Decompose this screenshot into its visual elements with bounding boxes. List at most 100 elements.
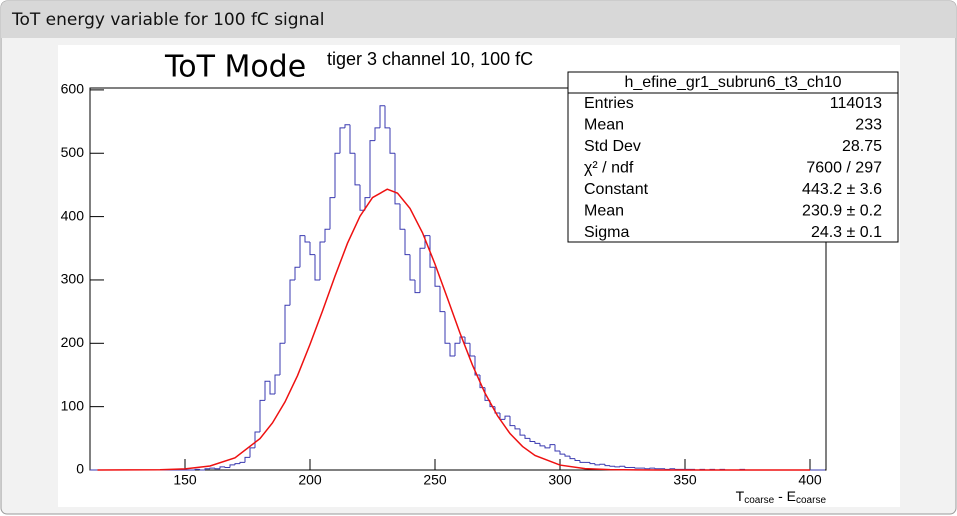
x-tick-label: 200: [298, 472, 322, 488]
histogram-bin: [534, 441, 540, 444]
histogram-bin: [459, 336, 465, 344]
histogram-bin: [529, 438, 535, 442]
histogram-bin: [419, 247, 425, 293]
histogram-bin: [424, 235, 430, 249]
stats-value: 24.3 ± 0.1: [811, 224, 882, 241]
histogram-bin: [304, 235, 310, 243]
x-label-part: coarse: [796, 495, 826, 506]
histogram-bin: [494, 406, 500, 414]
stats-value: 114013: [830, 95, 882, 112]
histogram-bin: [579, 460, 585, 463]
histogram-bin: [444, 311, 450, 344]
x-label-part: coarse: [744, 495, 774, 506]
histogram-bin: [374, 127, 380, 141]
histogram-bin: [224, 466, 230, 468]
histogram-bin: [554, 444, 560, 452]
histogram-bin: [559, 450, 565, 455]
y-tick-label: 600: [61, 81, 85, 97]
histogram-bin: [414, 279, 420, 294]
stats-label: Constant: [584, 181, 649, 198]
chart-title: ToT Mode: [164, 50, 306, 85]
histogram-bin: [429, 235, 435, 268]
fit-curve: [97, 188, 811, 471]
stats-box: [567, 71, 899, 243]
histogram-bin: [214, 468, 220, 470]
histogram-bin: [274, 374, 280, 394]
stats-label: Mean: [584, 203, 624, 220]
stats-value: 7600 / 297: [806, 160, 882, 177]
y-tick-label: 200: [61, 334, 85, 350]
histogram-bin: [394, 153, 400, 205]
stats-value: 443.2 ± 3.6: [802, 181, 882, 198]
histogram-bin: [669, 468, 675, 470]
histogram-bin: [369, 140, 375, 198]
stats-label: Std Dev: [584, 138, 641, 155]
histogram-bin: [474, 355, 480, 376]
y-tick-label: 500: [61, 144, 85, 160]
stats-label: χ² / ndf: [584, 160, 634, 177]
histogram-bin: [239, 461, 245, 464]
histogram-bin: [349, 124, 355, 154]
histogram-bin: [209, 467, 215, 469]
histogram-bin: [469, 343, 475, 357]
histogram-bin: [434, 267, 440, 287]
x-tick-label: 250: [423, 472, 447, 488]
histogram-bin: [599, 463, 605, 465]
stats-value: 28.75: [842, 138, 882, 155]
histogram-bin: [619, 465, 625, 467]
histogram-bin: [204, 468, 210, 470]
histogram-bin: [399, 203, 405, 230]
y-tick-label: 300: [61, 271, 85, 287]
x-tick-label: 150: [173, 472, 197, 488]
histogram-bin: [354, 153, 360, 186]
histogram-bin: [344, 124, 350, 128]
histogram-bin: [259, 399, 265, 432]
histogram-bin: [289, 279, 295, 306]
histogram-bin: [339, 127, 345, 154]
histogram-bin: [449, 343, 455, 357]
histogram-bin: [234, 463, 240, 465]
stats-value: 233: [855, 117, 882, 134]
x-axis-label: Tcoarse - Ecoarse: [736, 488, 827, 506]
histogram-bin: [594, 463, 600, 466]
chart-subtitle: tiger 3 channel 10, 100 fC: [327, 49, 533, 69]
x-label-part: T: [736, 488, 745, 504]
histogram-bin: [199, 469, 205, 471]
stats-rows: Entries 114013 Mean 233 Std Dev 28.75 χ² / ndf…: [584, 95, 882, 241]
histogram-bin: [229, 464, 235, 468]
histogram-bin: [314, 254, 320, 281]
histogram-bin: [589, 462, 595, 465]
histogram-bin: [649, 467, 655, 469]
histogram-bin: [544, 445, 550, 449]
histogram-bin: [404, 229, 410, 256]
histogram-bin: [319, 241, 325, 280]
histogram-bin: [604, 464, 610, 467]
y-tick-label: 400: [61, 207, 85, 223]
histogram-bin: [409, 254, 415, 281]
histogram-bin: [264, 380, 270, 401]
histogram-bin: [624, 466, 630, 468]
histogram-bin: [509, 416, 515, 427]
stats-name: h_efine_gr1_subrun6_t3_ch10: [624, 74, 841, 91]
histogram-bin: [454, 342, 460, 356]
histogram-bin: [654, 468, 660, 470]
histogram-bin: [249, 447, 255, 458]
stats-label: Sigma: [584, 224, 629, 241]
histogram-bin: [294, 266, 300, 280]
x-label-part: - E: [774, 488, 796, 504]
plot-frame: [89, 87, 827, 471]
histogram-bin: [464, 336, 470, 344]
histogram-bin: [279, 342, 285, 375]
histogram-bin: [334, 152, 340, 198]
histogram-bin: [384, 105, 390, 129]
y-tick-label: 0: [76, 461, 84, 477]
histogram-bin: [549, 444, 555, 448]
x-tick-label: 350: [673, 472, 697, 488]
histogram-bin: [284, 304, 290, 344]
histogram-bin: [634, 467, 640, 469]
block-header: [1, 1, 956, 38]
histogram-bin: [609, 465, 615, 467]
histogram-bin: [309, 241, 315, 256]
histogram-bin: [574, 458, 580, 461]
